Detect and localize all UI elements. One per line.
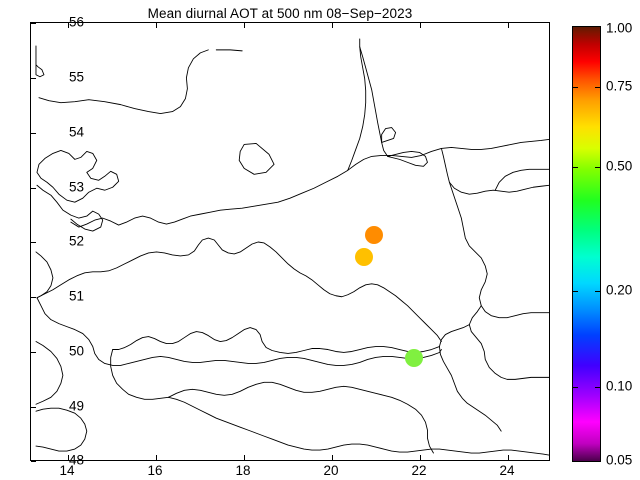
ytick-label-53: 53 [68,179,84,195]
xtick-label-18: 18 [235,463,251,478]
country-borders-layer [35,38,549,456]
ytick-label-49: 49 [68,398,84,414]
ytick-mark-56 [31,23,36,24]
xtick-mark-18 [244,455,245,460]
ytick-mark-55 [31,78,36,79]
colorbar-tick-0.10 [573,387,578,388]
data-point-station-1[interactable] [364,225,383,244]
colorbar-tick-0.75 [573,87,578,88]
ytick-mark-54 [31,133,36,134]
colorbar-tick-r-0.75 [595,87,600,88]
colorbar-tick-r-0.10 [595,387,600,388]
ytick-label-48: 48 [68,452,84,468]
ytick-mark-51 [31,297,36,298]
xtick-top-20 [332,23,333,28]
xtick-mark-16 [156,455,157,460]
ytick-mark-52 [31,242,36,243]
xtick-top-18 [244,23,245,28]
colorbar-label-1.00: 1.00 [606,20,633,36]
xtick-top-16 [156,23,157,28]
colorbar-label-0.20: 0.20 [606,282,633,298]
xtick-label-22: 22 [411,463,427,478]
xtick-mark-20 [332,455,333,460]
xtick-label-20: 20 [323,463,339,478]
data-point-station-2[interactable] [354,247,373,266]
ytick-label-56: 56 [68,14,84,30]
colorbar-tick-0.20 [573,291,578,292]
xtick-mark-14 [68,455,69,460]
xtick-top-14 [68,23,69,28]
ytick-label-50: 50 [68,343,84,359]
colorbar-label-0.75: 0.75 [606,78,633,94]
xtick-mark-22 [420,455,421,460]
colorbar-label-0.50: 0.50 [606,158,633,174]
colorbar-label-0.05: 0.05 [606,452,633,468]
colorbar-tick-0.50 [573,167,578,168]
ytick-label-51: 51 [68,288,84,304]
xtick-mark-24 [508,455,509,460]
ytick-mark-50 [31,352,36,353]
ytick-label-55: 55 [68,69,84,85]
xtick-label-16: 16 [147,463,163,478]
colorbar-tick-r-0.20 [595,291,600,292]
ytick-mark-53 [31,188,36,189]
xtick-label-14: 14 [59,463,75,478]
colorbar[interactable] [572,26,601,462]
map-plot-area [30,22,550,462]
ytick-mark-49 [31,407,36,408]
colorbar-label-0.10: 0.10 [606,378,633,394]
xtick-top-22 [420,23,421,28]
xtick-label-24: 24 [499,463,515,478]
ytick-label-52: 52 [68,233,84,249]
colorbar-tick-r-0.50 [595,167,600,168]
page-title: Mean diurnal AOT at 500 nm 08−Sep−2023 [147,6,413,21]
xtick-top-24 [508,23,509,28]
data-point-station-3[interactable] [404,349,423,368]
ytick-label-54: 54 [68,124,84,140]
ytick-mark-48 [31,461,36,462]
